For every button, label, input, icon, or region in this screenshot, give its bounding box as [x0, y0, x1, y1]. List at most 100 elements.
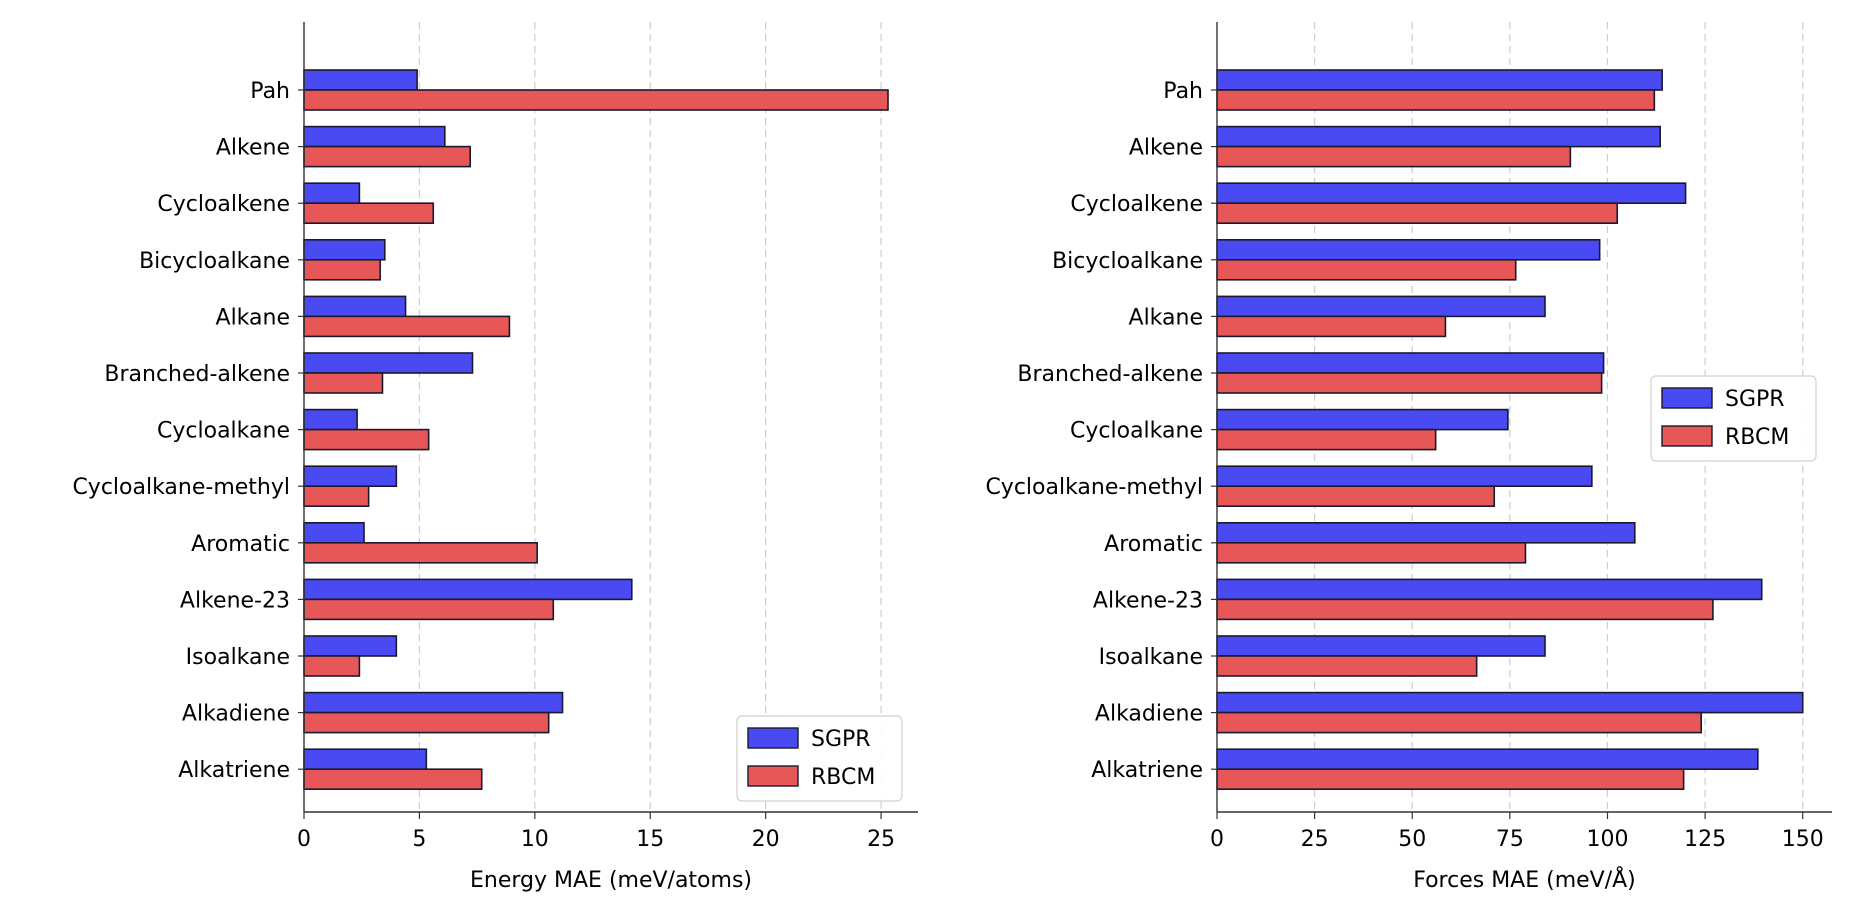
y-tick-label: Alkene — [216, 136, 290, 161]
y-tick-label: Isoalkane — [186, 645, 290, 670]
bar-rbcm-branched-alkene — [303, 372, 384, 394]
bar-sgpr-pah — [303, 69, 418, 91]
x-tick-label: 100 — [1586, 827, 1628, 852]
bar-rbcm-cycloalkane-methyl — [303, 485, 370, 508]
x-tick-label: 15 — [636, 827, 664, 852]
legend-swatch-sgpr — [1661, 387, 1713, 409]
bar-rbcm-alkene — [303, 145, 471, 168]
bar-sgpr-cycloalkane-methyl — [1216, 465, 1593, 488]
y-tick-label: Pah — [250, 79, 290, 104]
x-tick-label: 75 — [1496, 827, 1524, 852]
x-tick-label: 125 — [1684, 827, 1726, 852]
bar-rbcm-alkatriene — [1216, 768, 1685, 791]
bar-rbcm-cycloalkane-methyl — [1216, 485, 1496, 508]
bar-rbcm-cycloalkane — [303, 428, 430, 451]
bar-rbcm-pah — [1216, 89, 1656, 111]
bar-sgpr-branched-alkene — [303, 352, 474, 374]
bar-rbcm-bicycloalkane — [303, 258, 381, 281]
legend-swatch-sgpr — [747, 727, 799, 749]
y-tick-label: Isoalkane — [1099, 645, 1203, 670]
bar-sgpr-cycloalkene — [303, 182, 361, 204]
y-tick-label: Bicycloalkane — [139, 249, 290, 274]
bar-sgpr-aromatic — [303, 521, 365, 544]
y-tick-label: Alkadiene — [1095, 702, 1203, 727]
x-tick-label: 50 — [1398, 827, 1426, 852]
bar-sgpr-alkane — [1216, 295, 1546, 318]
y-tick-label: Cycloalkane-methyl — [72, 475, 290, 500]
y-tick-label: Alkadiene — [182, 702, 290, 727]
bar-sgpr-alkene — [303, 125, 446, 148]
bar-rbcm-alkane — [303, 315, 511, 338]
bar-rbcm-branched-alkene — [1216, 372, 1603, 394]
x-tick-label: 25 — [1301, 827, 1329, 852]
bar-sgpr-bicycloalkane — [1216, 239, 1601, 261]
bar-sgpr-alkatriene — [1216, 748, 1759, 771]
bar-sgpr-cycloalkane — [1216, 408, 1509, 431]
y-tick-label: Alkane — [216, 305, 290, 330]
bar-sgpr-alkadiene — [303, 691, 564, 714]
bar-sgpr-bicycloalkane — [303, 239, 386, 261]
bar-rbcm-alkatriene — [303, 768, 483, 791]
bar-sgpr-alkene-23 — [1216, 578, 1763, 601]
y-tick-label: Cycloalkene — [157, 192, 290, 217]
legend: SGPR RBCM — [1650, 375, 1817, 462]
bar-sgpr-isoalkane — [303, 635, 398, 657]
y-tick-label: Aromatic — [1104, 532, 1203, 557]
bar-rbcm-alkadiene — [303, 711, 550, 734]
forces-mae-panel: Pah Alkene Cycloalkene Bicycloalkane Alkane B… — [985, 22, 1832, 893]
y-tick-label: Alkene — [1129, 136, 1203, 161]
legend-swatch-rbcm — [1661, 425, 1713, 447]
y-tick-label: Alkatriene — [178, 758, 290, 783]
x-tick-label: 25 — [867, 827, 895, 852]
legend-swatch-rbcm — [747, 765, 799, 787]
y-tick-label: Alkatriene — [1091, 758, 1203, 783]
x-tick-label: 150 — [1782, 827, 1824, 852]
y-tick-label: Branched-alkene — [104, 362, 290, 387]
bar-sgpr-branched-alkene — [1216, 352, 1605, 374]
bar-rbcm-alkene-23 — [1216, 598, 1714, 621]
bar-sgpr-alkadiene — [1216, 691, 1804, 714]
y-tick-label: Alkane — [1129, 305, 1203, 330]
bar-rbcm-isoalkane — [1216, 655, 1478, 677]
y-tick-label: Cycloalkene — [1070, 192, 1203, 217]
y-tick-label: Aromatic — [191, 532, 290, 557]
bar-sgpr-aromatic — [1216, 521, 1636, 544]
bar-sgpr-pah — [1216, 69, 1663, 91]
x-tick-label: 10 — [521, 827, 549, 852]
x-tick-label: 20 — [752, 827, 780, 852]
bar-rbcm-alkadiene — [1216, 711, 1702, 734]
legend: SGPR RBCM — [736, 715, 903, 802]
y-tick-label: Bicycloalkane — [1052, 249, 1203, 274]
bar-rbcm-cycloalkene — [1216, 202, 1619, 224]
bar-sgpr-isoalkane — [1216, 635, 1546, 657]
y-tick-label: Cycloalkane — [157, 419, 290, 444]
legend-label-rbcm: RBCM — [1725, 425, 1789, 450]
y-tick-label: Cycloalkane-methyl — [985, 475, 1203, 500]
x-tick-label: 0 — [297, 827, 311, 852]
bar-sgpr-cycloalkene — [1216, 182, 1687, 204]
bar-rbcm-pah — [303, 89, 889, 111]
bar-sgpr-alkane — [303, 295, 407, 318]
x-axis-title: Energy MAE (meV/atoms) — [470, 868, 752, 893]
legend-label-sgpr: SGPR — [811, 727, 871, 752]
bar-rbcm-alkene — [1216, 145, 1572, 168]
bar-rbcm-cycloalkene — [303, 202, 435, 224]
legend-label-sgpr: SGPR — [1725, 387, 1785, 412]
bar-sgpr-cycloalkane-methyl — [303, 465, 398, 488]
bar-sgpr-cycloalkane — [303, 408, 358, 431]
y-tick-label: Cycloalkane — [1070, 419, 1203, 444]
x-tick-label: 5 — [412, 827, 426, 852]
y-tick-label: Branched-alkene — [1017, 362, 1203, 387]
bar-sgpr-alkatriene — [303, 748, 428, 771]
bar-rbcm-aromatic — [1216, 541, 1527, 564]
bar-rbcm-aromatic — [303, 541, 538, 564]
bar-rbcm-bicycloalkane — [1216, 258, 1517, 281]
x-tick-label: 0 — [1210, 827, 1224, 852]
bar-rbcm-isoalkane — [303, 655, 361, 677]
bar-rbcm-cycloalkane — [1216, 428, 1437, 451]
y-tick-label: Pah — [1163, 79, 1203, 104]
bar-sgpr-alkene-23 — [303, 578, 633, 601]
x-axis-title: Forces MAE (meV/Å) — [1413, 866, 1636, 893]
bar-rbcm-alkane — [1216, 315, 1447, 338]
